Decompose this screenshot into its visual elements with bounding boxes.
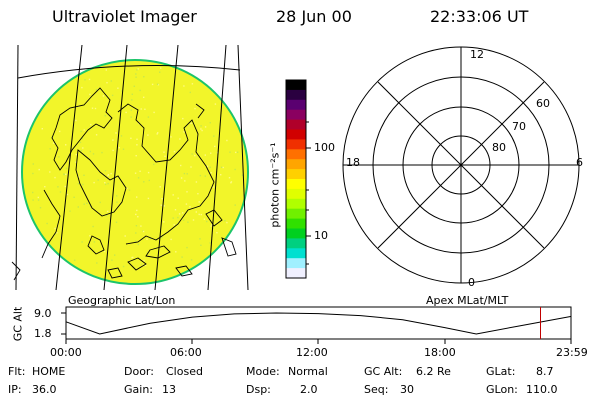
colorbar-segment — [286, 248, 306, 259]
colorbar-segment — [286, 258, 306, 269]
colorbar-tick-100: 100 — [314, 141, 335, 154]
mlt-label-12: 12 — [470, 48, 484, 61]
colorbar-segment — [286, 89, 306, 101]
seq-value: 30 — [400, 383, 414, 396]
gain-label: Gain: — [124, 383, 153, 396]
geographic-panel-label: Geographic Lat/Lon — [68, 294, 176, 307]
colorbar-segment — [286, 139, 306, 150]
glat-label: GLat: — [486, 365, 516, 378]
colorbar-unit-label: photon cm⁻²s⁻¹ — [268, 142, 282, 228]
altitude-ylabel: GC Alt — [11, 306, 25, 342]
altitude-curve — [65, 312, 571, 335]
ip-label: IP: — [8, 383, 22, 396]
dsp-value: 2.0 — [300, 383, 318, 396]
gc-alt-value: 6.2 Re — [416, 365, 451, 378]
colorbar-segment — [286, 268, 306, 279]
altitude-ytick-9: 9.0 — [34, 307, 52, 320]
instrument-title: Ultraviolet Imager — [52, 7, 197, 26]
image-noise — [32, 67, 244, 268]
colorbar-segment — [286, 80, 306, 91]
colorbar-segment — [286, 179, 306, 190]
mode-label: Mode: — [246, 365, 280, 378]
glon-label: GLon: — [486, 383, 518, 396]
colorbar-segment — [286, 109, 306, 121]
altitude-xtick-1800: 18:00 — [424, 346, 456, 359]
colorbar-segment — [286, 159, 306, 170]
geographic-panel — [11, 45, 249, 290]
colorbar-segment — [286, 129, 306, 140]
polar-grid — [342, 46, 580, 284]
colorbar-segment — [286, 238, 306, 249]
colorbar-segment — [286, 188, 306, 200]
mlat-label-60: 60 — [536, 97, 550, 110]
altitude-ytick-1-8: 1.8 — [34, 327, 52, 340]
dsp-label: Dsp: — [246, 383, 271, 396]
date-label: 28 Jun 00 — [276, 7, 352, 26]
coastlines — [11, 87, 237, 281]
colorbar-segment — [286, 169, 306, 180]
altitude-xtick-0000: 00:00 — [50, 346, 82, 359]
mlt-label-6: 6 — [576, 156, 583, 169]
polar-panel-label: Apex MLat/MLT — [426, 294, 509, 307]
altitude-plot — [61, 306, 572, 344]
mlt-label-18: 18 — [346, 156, 360, 169]
mode-value: Normal — [288, 365, 328, 378]
door-label: Door: — [124, 365, 154, 378]
colorbar-tick-10: 10 — [314, 229, 328, 242]
gain-value: 13 — [162, 383, 176, 396]
mlt-label-0: 0 — [468, 276, 475, 289]
uv-image-disk — [21, 59, 249, 285]
longitude-grid — [15, 45, 249, 290]
glon-value: 110.0 — [526, 383, 558, 396]
colorbar-segment — [286, 218, 306, 230]
seq-label: Seq: — [364, 383, 389, 396]
colorbar-segment — [286, 198, 306, 210]
door-value: Closed — [166, 365, 203, 378]
ip-value: 36.0 — [32, 383, 57, 396]
mlat-label-80: 80 — [492, 141, 506, 154]
colorbar-segment — [286, 228, 306, 239]
colorbar-segment — [286, 149, 306, 160]
gc-alt-label: GC Alt: — [364, 365, 403, 378]
flt-label: Flt: — [8, 365, 26, 378]
colorbar-segment — [286, 99, 306, 111]
mlat-label-70: 70 — [512, 120, 526, 133]
time-label: 22:33:06 UT — [430, 7, 529, 26]
colorbar-segment — [286, 119, 306, 131]
colorbar-segment — [286, 208, 306, 220]
glat-value: 8.7 — [536, 365, 554, 378]
intensity-colorbar — [285, 79, 311, 279]
altitude-xtick-1200: 12:00 — [296, 346, 328, 359]
flt-value: HOME — [32, 365, 66, 378]
altitude-xtick-2359: 23:59 — [556, 346, 588, 359]
altitude-xtick-0600: 06:00 — [170, 346, 202, 359]
